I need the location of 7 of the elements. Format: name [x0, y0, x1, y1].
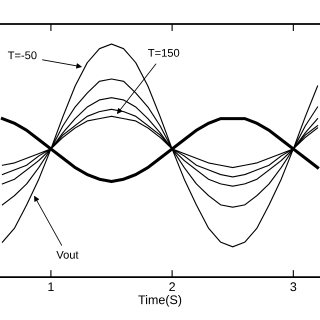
x-tick-label: 3: [290, 282, 296, 292]
annotation: Vout: [56, 250, 78, 259]
x-tick-label: 1: [48, 282, 54, 292]
x-axis-title: Time(S): [138, 295, 182, 307]
x-tick-label: 2: [169, 282, 175, 292]
annotation: T=150: [148, 48, 180, 57]
annotation: T=-50: [8, 51, 37, 60]
